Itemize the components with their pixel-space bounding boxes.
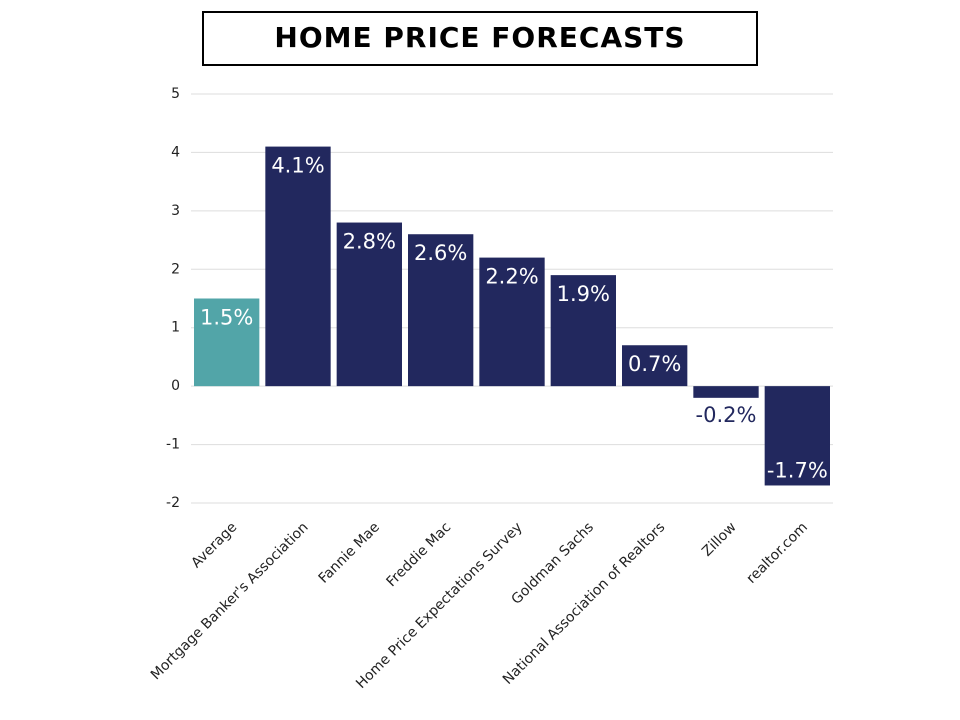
bar: [550, 275, 616, 387]
bar: [408, 234, 474, 387]
y-tick-label: 2: [171, 261, 180, 277]
value-label: 1.9%: [557, 282, 610, 306]
y-tick-label: 0: [171, 378, 180, 394]
bar: [194, 298, 260, 387]
y-tick-label: 5: [171, 86, 180, 102]
value-label: 2.2%: [485, 265, 538, 289]
x-tick-label: Fannie Mae: [316, 519, 383, 586]
y-tick-label: -1: [166, 437, 180, 453]
value-label: -1.7%: [767, 458, 828, 482]
value-label: 2.6%: [414, 241, 467, 265]
bar: [622, 345, 688, 387]
y-tick-label: 1: [171, 320, 180, 336]
x-tick-label: Average: [188, 519, 240, 571]
bar: [693, 386, 759, 398]
value-label: 1.5%: [200, 306, 253, 330]
x-tick-label: Mortgage Banker's Association: [148, 519, 312, 683]
value-label: 0.7%: [628, 352, 681, 376]
chart-title: HOME PRICE FORECASTS: [274, 21, 685, 54]
y-tick-label: -2: [166, 495, 180, 511]
value-label: 2.8%: [343, 230, 396, 254]
bar: [479, 257, 545, 387]
x-tick-label: realtor.com: [744, 519, 811, 586]
value-label: -0.2%: [696, 403, 757, 427]
x-tick-label: Freddie Mac: [383, 519, 454, 590]
title-box: [202, 11, 758, 66]
bar: [265, 146, 331, 387]
x-tick-label: Zillow: [699, 519, 740, 560]
x-tick-label: National Association of Realtors: [500, 519, 668, 687]
value-label: 4.1%: [271, 154, 324, 178]
bar: [764, 386, 830, 486]
y-tick-label: 4: [171, 144, 180, 160]
bar: [336, 222, 402, 387]
y-tick-label: 3: [171, 203, 180, 219]
